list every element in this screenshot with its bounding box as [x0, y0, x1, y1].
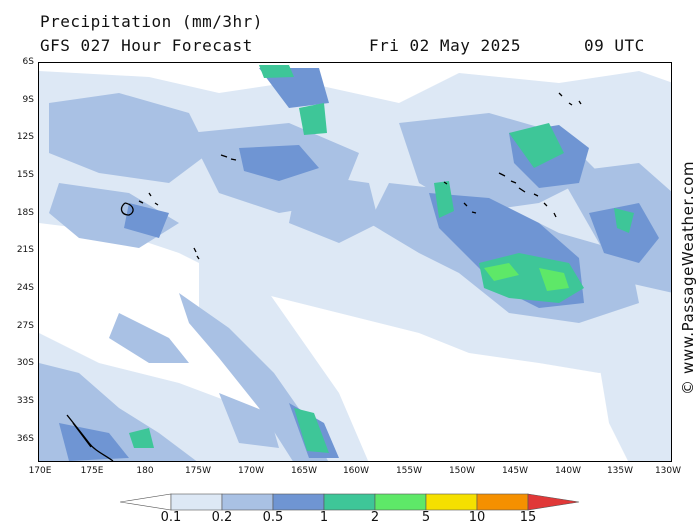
legend-label: 15 [519, 510, 537, 525]
fiji-islands [120, 192, 159, 216]
marquesas-islands [558, 92, 582, 106]
lat-label: 24S [16, 283, 34, 293]
precip-green-layer [484, 263, 569, 291]
lon-label: 140W [554, 466, 582, 476]
legend-swatch [425, 493, 478, 511]
lat-label: 12S [16, 132, 34, 142]
tonga-islands [193, 247, 200, 260]
lat-label: 27S [16, 321, 34, 331]
lat-label: 21S [16, 245, 34, 255]
legend-swatch [374, 493, 427, 511]
lon-label: 175W [184, 466, 212, 476]
lon-label: 130W [654, 466, 682, 476]
lat-label: 18S [16, 208, 34, 218]
lat-label: 9S [22, 95, 34, 105]
color-legend [120, 493, 580, 511]
legend-label: 2 [370, 510, 380, 525]
forecast-time: 09 UTC [584, 36, 645, 55]
legend-label: 0.1 [160, 510, 182, 525]
lat-label: 6S [22, 57, 34, 67]
copyright-credit: © www.PassageWeather.com [679, 160, 697, 395]
lon-label: 175E [80, 466, 104, 476]
legend-swatch [527, 493, 580, 511]
lon-label: 155W [395, 466, 423, 476]
lon-label: 150W [448, 466, 476, 476]
legend-label: 10 [468, 510, 486, 525]
legend-swatch [221, 493, 274, 511]
lon-label: 145W [501, 466, 529, 476]
lat-label: 36S [16, 434, 34, 444]
new-zealand-coast [66, 414, 114, 461]
legend-label: 1 [319, 510, 329, 525]
lon-label: 165W [290, 466, 318, 476]
samoa-islands [220, 154, 237, 161]
forecast-label: GFS 027 Hour Forecast [40, 36, 253, 55]
lon-label: 170E [28, 466, 52, 476]
legend-label: 5 [421, 510, 431, 525]
precipitation-map [38, 62, 672, 462]
legend-swatch [170, 493, 223, 511]
forecast-date: Fri 02 May 2025 [369, 36, 521, 55]
coastline-layer [66, 92, 582, 461]
lon-label: 160W [342, 466, 370, 476]
lon-label: 170W [237, 466, 265, 476]
lon-label: 135W [606, 466, 634, 476]
legend-swatch [272, 493, 325, 511]
legend-label: 0.5 [262, 510, 284, 525]
legend-swatch [120, 493, 172, 511]
legend-label: 0.2 [211, 510, 233, 525]
legend-swatch [323, 493, 376, 511]
map-title: Precipitation (mm/3hr) [40, 12, 263, 31]
lat-label: 30S [16, 358, 34, 368]
lat-label: 15S [16, 170, 34, 180]
legend-swatch [476, 493, 529, 511]
cook-islands [443, 181, 477, 214]
lon-label: 180 [136, 466, 154, 476]
tuamotu-islands [498, 172, 557, 218]
lat-label: 33S [16, 396, 34, 406]
